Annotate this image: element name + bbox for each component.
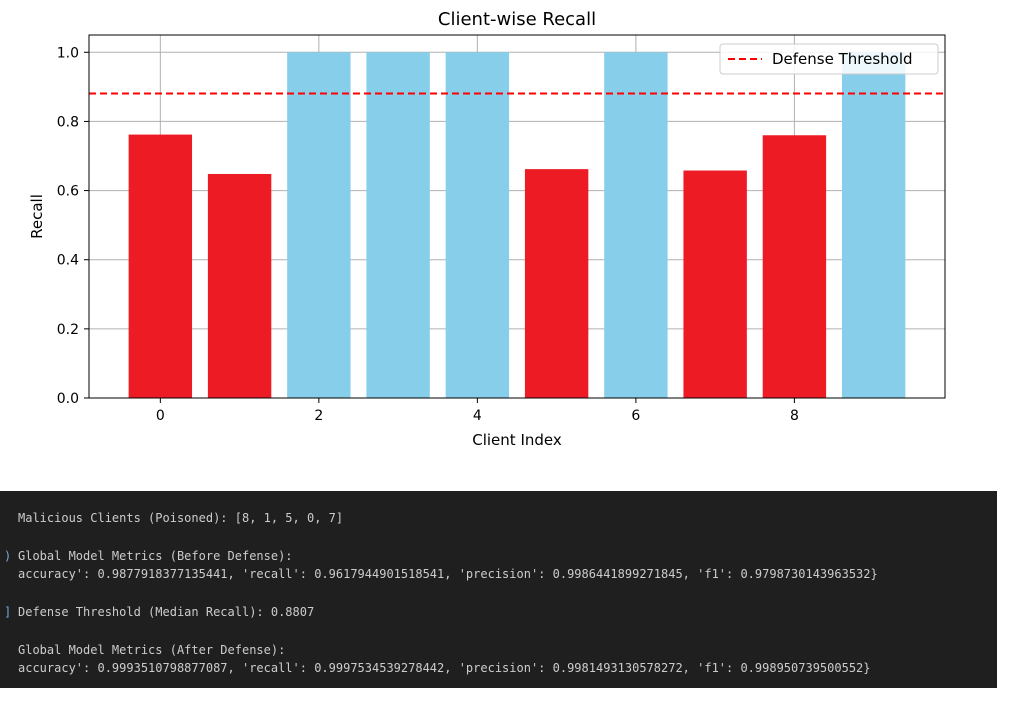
x-tick-label: 4 [473,408,482,424]
console-marker-icon: ) [4,549,12,563]
chart-title: Client-wise Recall [438,9,596,30]
console-output: Malicious Clients (Poisoned): [8, 1, 5, … [0,491,997,688]
console-text: Global Model Metrics (After Defense): [18,643,286,657]
bar-client-1 [207,173,272,398]
bar-client-2 [287,52,351,399]
y-tick-label: 0.6 [57,184,79,200]
bar-client-0 [128,134,193,398]
y-tick-label: 0.0 [57,391,79,407]
console-marker-icon: ] [4,605,12,619]
y-tick-label: 0.8 [57,114,79,130]
console-text: accuracy': 0.9993510798877087, 'recall':… [18,661,871,675]
bar-client-6 [604,52,668,399]
bar-client-9 [841,52,906,399]
bar-chart: Client-wise Recall 0 2 4 6 8 0.0 0.2 0.4 0.6 0.8 1… [28,9,946,449]
console-line-after-header: Global Model Metrics (After Defense): [16,641,285,659]
console-line-threshold: ] Defense Threshold (Median Recall): 0.88… [4,603,315,621]
console-line-before-header: ) Global Model Metrics (Before Defense): [4,547,293,565]
bar-client-3 [366,52,430,399]
y-tick-label: 0.4 [57,253,79,269]
console-line-malicious-clients: Malicious Clients (Poisoned): [8, 1, 5, … [16,509,343,527]
console-line-after-metrics: accuracy': 0.9993510798877087, 'recall':… [18,659,871,677]
y-tick-label: 0.2 [57,322,79,338]
bars [128,52,906,399]
x-tick-label: 8 [790,408,799,424]
console-text: Global Model Metrics (Before Defense): [18,549,293,563]
x-tick-label: 6 [631,408,640,424]
console-text: Malicious Clients (Poisoned): [8, 1, 5, … [18,511,344,525]
bar-client-5 [524,169,589,398]
legend-box [719,43,939,75]
tick-labels: 0 2 4 6 8 0.0 0.2 0.4 0.6 0.8 1.0 [57,45,799,424]
x-axis-label: Client Index [472,431,562,449]
bar-client-4 [445,52,510,399]
x-tick-label: 0 [156,408,165,424]
chart-figure: Client-wise Recall 0 2 4 6 8 0.0 0.2 0.4 0.6 0.8 1… [28,9,946,449]
bar-client-7 [683,170,747,398]
console-text: accuracy': 0.9877918377135441, 'recall':… [18,567,878,581]
axes-frame [88,34,946,399]
console-text: Defense Threshold (Median Recall): 0.880… [18,605,315,619]
legend: Defense Threshold [719,43,939,75]
bar-client-8 [762,135,827,398]
console-line-before-metrics: accuracy': 0.9877918377135441, 'recall':… [18,565,878,583]
legend-entry-threshold: Defense Threshold [772,50,913,68]
axes [88,34,946,399]
y-axis-label: Recall [28,194,46,239]
y-tick-label: 1.0 [57,45,79,61]
x-tick-label: 2 [314,408,323,424]
